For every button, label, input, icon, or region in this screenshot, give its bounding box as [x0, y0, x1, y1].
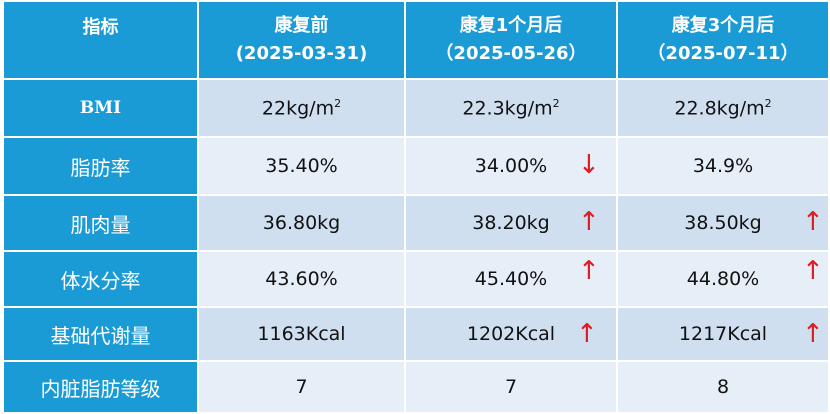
bmi-1month-value: 22.3kg/m — [462, 97, 553, 120]
water-before-value: 43.60% — [265, 268, 338, 290]
row-label-bmi: BMI — [2, 78, 199, 138]
up-arrow-icon: ↑ — [578, 207, 600, 237]
bmr-3month-value: 1217Kcal — [678, 323, 768, 345]
table-row: 体水分率 43.60% 45.40% ↑ 44.80% ↑ — [2, 250, 830, 308]
muscle-1month-cell: 38.20kg ↑ — [404, 194, 618, 252]
visceral-1month-value: 7 — [504, 376, 518, 398]
water-1month-value: 45.40% — [474, 268, 548, 290]
up-arrow-icon: ↑ — [802, 207, 824, 237]
header-row: 指标 康复前 (2025-03-31) 康复1个月后 （2025-05-26） … — [2, 0, 830, 80]
water-3month-cell: 44.80% ↑ — [616, 250, 830, 308]
up-arrow-icon: ↑ — [802, 256, 824, 286]
table-row: 脂肪率 35.40% 34.00% ↓ 34.9% — [2, 136, 830, 196]
bmr-1month-cell: 1202Kcal ↑ — [404, 306, 618, 362]
bmr-3month-cell: 1217Kcal ↑ — [616, 306, 830, 362]
visceral-before-cell: 7 — [197, 360, 406, 414]
up-arrow-icon: ↑ — [802, 319, 824, 349]
row-label-bmr: 基础代谢量 — [2, 306, 199, 362]
fat-rate-3month-value: 34.9% — [692, 155, 754, 177]
fat-rate-1month-value: 34.00% — [474, 155, 548, 177]
header-indicator-label: 指标 — [82, 17, 119, 38]
header-col-3month-title: 康复3个月后 — [671, 15, 775, 36]
visceral-3month-cell: 8 — [616, 360, 830, 414]
down-arrow-icon: ↓ — [578, 150, 600, 180]
bmi-3month-cell: 22.8kg/m2 — [616, 78, 830, 138]
muscle-before-value: 36.80kg — [262, 212, 341, 234]
bmi-before-value: 22kg/m — [261, 97, 335, 120]
bmi-1month-cell: 22.3kg/m2 — [404, 78, 618, 138]
header-col-1month: 康复1个月后 （2025-05-26） — [404, 0, 618, 80]
header-indicator: 指标 — [2, 0, 199, 80]
muscle-3month-cell: 38.50kg ↑ — [616, 194, 830, 252]
bmr-before-cell: 1163Kcal — [197, 306, 406, 362]
visceral-1month-cell: 7 — [404, 360, 618, 414]
header-col-before: 康复前 (2025-03-31) — [197, 0, 406, 80]
header-col-before-title: 康复前 — [274, 15, 329, 36]
bmi-3month-value: 22.8kg/m — [674, 97, 765, 120]
water-3month-value: 44.80% — [686, 268, 760, 290]
up-arrow-icon: ↑ — [578, 256, 600, 286]
header-col-1month-date: （2025-05-26） — [435, 43, 587, 64]
fat-rate-before-value: 35.40% — [265, 155, 338, 177]
bmi-before-sup: 2 — [334, 96, 342, 110]
table-row: 内脏脂肪等级 7 7 8 — [2, 360, 830, 414]
visceral-before-value: 7 — [295, 376, 308, 398]
bmr-1month-value: 1202Kcal — [466, 323, 556, 345]
row-label-fat-rate: 脂肪率 — [2, 136, 199, 196]
table-row: 基础代谢量 1163Kcal 1202Kcal ↑ 1217Kcal ↑ — [2, 306, 830, 362]
fat-rate-before-cell: 35.40% — [197, 136, 406, 196]
header-col-before-date: (2025-03-31) — [235, 43, 368, 64]
row-label-visceral-fat: 内脏脂肪等级 — [2, 360, 199, 414]
fat-rate-1month-cell: 34.00% ↓ — [404, 136, 618, 196]
header-col-3month: 康复3个月后 （2025-07-11） — [616, 0, 830, 80]
bmi-1month-sup: 2 — [552, 96, 560, 110]
bmr-before-value: 1163Kcal — [257, 323, 346, 345]
header-col-3month-date: （2025-07-11） — [647, 43, 799, 64]
table-row: BMI 22kg/m2 22.3kg/m2 22.8kg/m2 — [2, 78, 830, 138]
muscle-1month-value: 38.20kg — [472, 212, 550, 234]
water-before-cell: 43.60% — [197, 250, 406, 308]
bmi-before-cell: 22kg/m2 — [197, 78, 406, 138]
water-1month-cell: 45.40% ↑ — [404, 250, 618, 308]
muscle-3month-value: 38.50kg — [684, 212, 762, 234]
header-col-1month-title: 康复1个月后 — [459, 15, 563, 36]
fat-rate-3month-cell: 34.9% — [616, 136, 830, 196]
bmi-3month-sup: 2 — [764, 96, 772, 110]
muscle-before-cell: 36.80kg — [197, 194, 406, 252]
row-label-muscle-mass: 肌肉量 — [2, 194, 199, 252]
row-label-body-water: 体水分率 — [2, 250, 199, 308]
visceral-3month-value: 8 — [716, 376, 730, 398]
table-row: 肌肉量 36.80kg 38.20kg ↑ 38.50kg ↑ — [2, 194, 830, 252]
up-arrow-icon: ↑ — [576, 319, 598, 349]
